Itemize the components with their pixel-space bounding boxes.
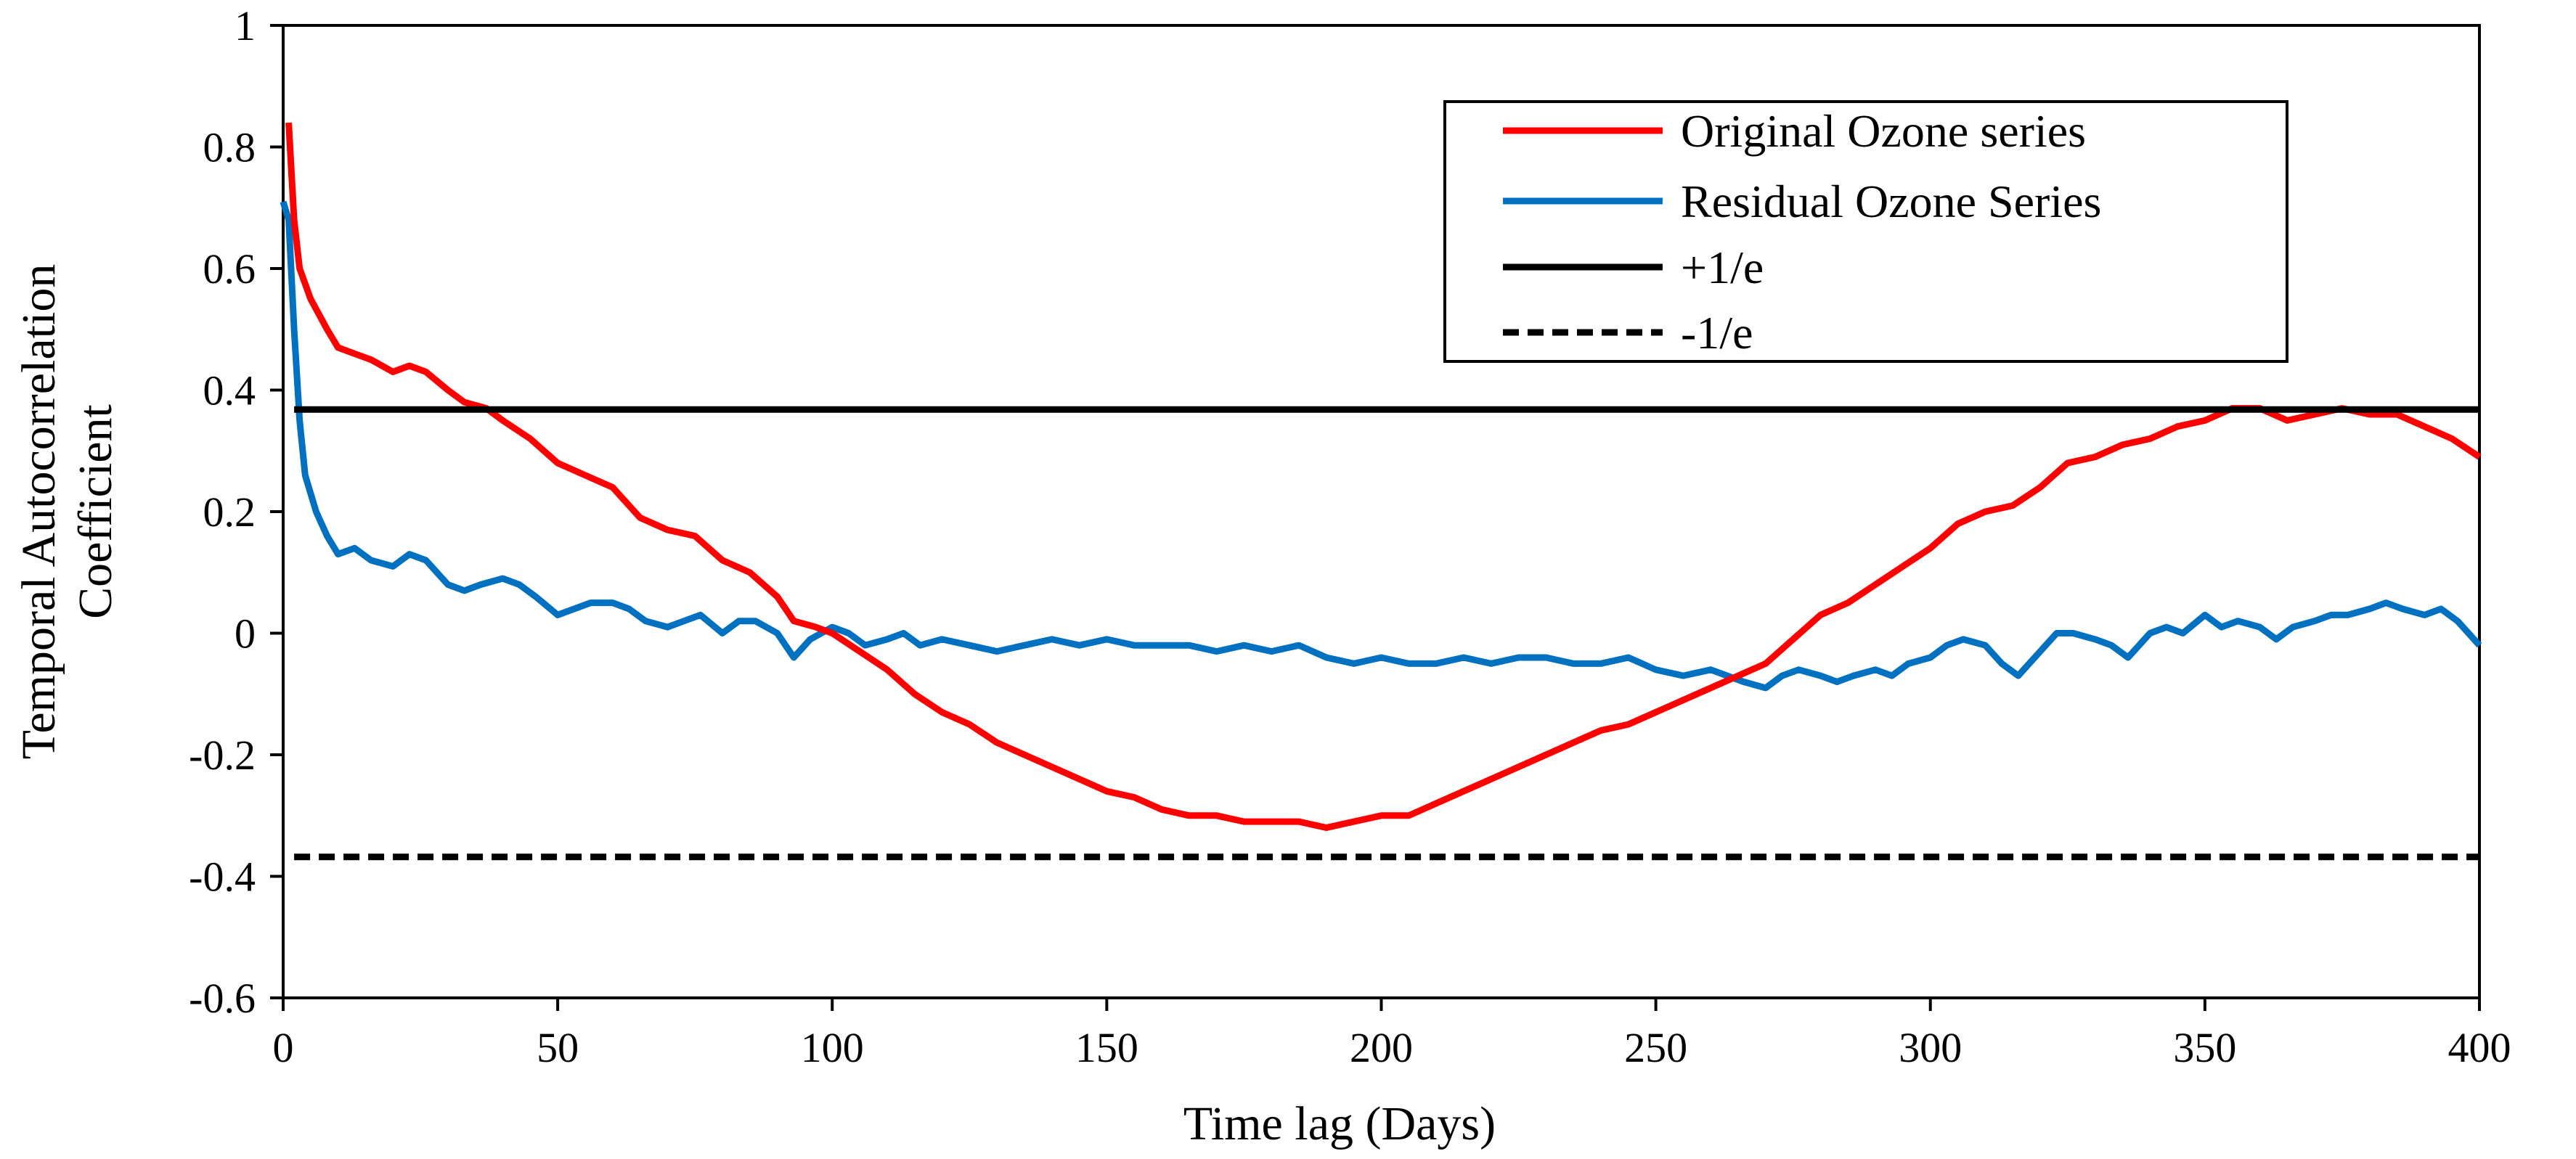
x-tick-label: 0 (273, 1024, 294, 1071)
legend-label-plus-1-over-e: +1/e (1681, 242, 1764, 293)
y-tick-label: 0.6 (203, 245, 256, 292)
y-axis-title-group: Temporal Autocorrelation Coefficient (12, 264, 122, 760)
legend-label-minus-1-over-e: -1/e (1681, 307, 1753, 359)
x-tick-label: 250 (1624, 1024, 1687, 1071)
x-tick-label: 200 (1350, 1024, 1413, 1071)
series-layer (280, 122, 2482, 861)
tick-layer: -0.6 -0.4 -0.2 0 0.2 0.4 0.6 0.8 1 0 50 100 150 200 25… (189, 2, 2511, 1071)
legend-label-residual-ozone: Residual Ozone Series (1681, 176, 2101, 227)
series-original-ozone-line (285, 122, 2482, 831)
x-tick-label: 350 (2173, 1024, 2236, 1071)
x-tick-label: 400 (2448, 1024, 2511, 1071)
y-tick-label: 0.8 (203, 124, 256, 171)
y-tick-label: 0.2 (203, 488, 256, 536)
x-tick-label: 50 (537, 1024, 579, 1071)
y-tick-label: 0 (235, 610, 256, 658)
legend-label-original-ozone: Original Ozone series (1681, 105, 2086, 157)
series-residual-ozone-line (280, 200, 2482, 692)
x-tick-label: 100 (801, 1024, 864, 1071)
y-tick-label: -0.4 (189, 853, 256, 901)
x-tick-label: 300 (1899, 1024, 1962, 1071)
legend-box (1443, 100, 2288, 363)
y-axis-title-line-2: Coefficient (69, 404, 122, 619)
x-tick-label: 150 (1075, 1024, 1138, 1071)
legend: Original Ozone series Residual Ozone Ser… (1443, 100, 2288, 363)
y-tick-label: 1 (235, 2, 256, 49)
y-tick-label: 0.4 (203, 367, 256, 414)
y-tick-label: -0.2 (189, 732, 256, 779)
y-tick-label: -0.6 (189, 975, 256, 1022)
x-axis-title: Time lag (Days) (1183, 1097, 1496, 1150)
y-axis-title-line-1: Temporal Autocorrelation (12, 264, 65, 760)
